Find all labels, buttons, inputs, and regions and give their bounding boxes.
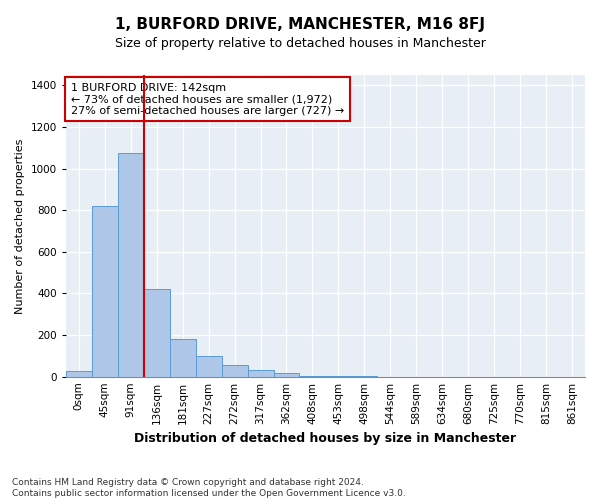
Text: Contains HM Land Registry data © Crown copyright and database right 2024.
Contai: Contains HM Land Registry data © Crown c… [12,478,406,498]
Bar [248,370,274,376]
Y-axis label: Number of detached properties: Number of detached properties [15,138,25,314]
X-axis label: Distribution of detached houses by size in Manchester: Distribution of detached houses by size … [134,432,517,445]
Text: 1, BURFORD DRIVE, MANCHESTER, M16 8FJ: 1, BURFORD DRIVE, MANCHESTER, M16 8FJ [115,18,485,32]
Bar [144,290,170,376]
Bar [118,153,144,376]
Bar [274,373,299,376]
Text: 1 BURFORD DRIVE: 142sqm
← 73% of detached houses are smaller (1,972)
27% of semi: 1 BURFORD DRIVE: 142sqm ← 73% of detache… [71,82,344,116]
Text: Size of property relative to detached houses in Manchester: Size of property relative to detached ho… [115,38,485,51]
Bar [221,365,248,376]
Bar [196,356,221,376]
Bar [92,206,118,376]
Bar [170,339,196,376]
Bar [66,372,92,376]
